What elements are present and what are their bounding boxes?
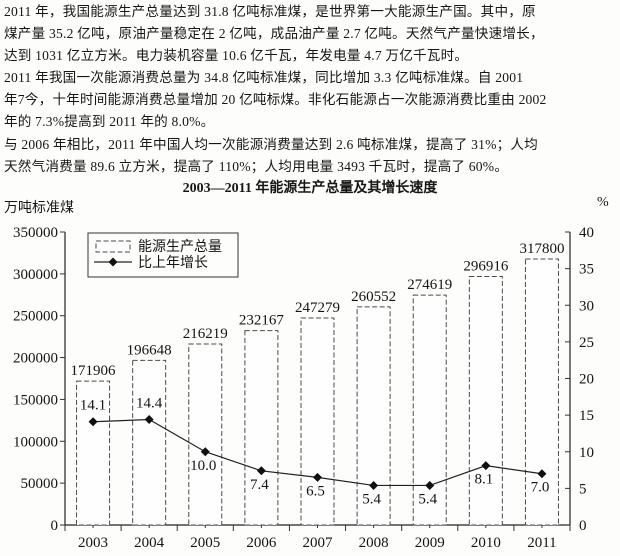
year-label: 2008 bbox=[359, 535, 389, 551]
growth-value-label: 14.1 bbox=[80, 398, 106, 414]
left-axis-tick-label: 100000 bbox=[13, 434, 58, 450]
bar-2010 bbox=[468, 275, 503, 526]
left-axis-tick-label: 50000 bbox=[21, 476, 59, 492]
left-axis-tick-label: 250000 bbox=[13, 309, 58, 325]
growth-value-label: 5.4 bbox=[418, 491, 437, 507]
year-label: 2011 bbox=[527, 535, 556, 551]
growth-marker-2008 bbox=[369, 480, 379, 490]
growth-value-label: 5.4 bbox=[362, 491, 381, 507]
legend bbox=[87, 232, 239, 278]
right-axis-tick-label: 5 bbox=[579, 481, 587, 497]
growth-marker-2006 bbox=[256, 466, 266, 476]
bar-value-label: 232167 bbox=[239, 313, 285, 329]
left-axis-tick-label: 350000 bbox=[13, 225, 58, 241]
bar-value-label: 274619 bbox=[407, 277, 452, 293]
right-axis-tick-label: 35 bbox=[579, 262, 594, 278]
year-label: 2010 bbox=[471, 535, 501, 551]
growth-value-label: 6.5 bbox=[306, 483, 325, 499]
growth-marker-2003 bbox=[88, 417, 98, 427]
left-axis-tick-label: 300000 bbox=[13, 267, 58, 283]
year-label: 2003 bbox=[78, 535, 108, 551]
bar-2007 bbox=[300, 317, 335, 526]
bar-value-label: 296916 bbox=[463, 258, 509, 274]
growth-value-label: 7.0 bbox=[531, 480, 550, 496]
bar-value-label: 260552 bbox=[351, 289, 396, 305]
chart-title: 2003—2011 年能源生产总量及其增长速度 bbox=[182, 181, 438, 196]
growth-value-label: 7.4 bbox=[250, 477, 269, 493]
bar-value-label: 216219 bbox=[183, 326, 228, 342]
growth-value-label: 10.0 bbox=[190, 458, 216, 474]
right-axis-tick-label: 10 bbox=[579, 445, 594, 461]
legend-label-growth: 比上年增长 bbox=[138, 255, 208, 271]
bar-value-label: 247279 bbox=[295, 300, 340, 316]
growth-marker-2009 bbox=[425, 480, 435, 490]
left-axis-tick-label: 0 bbox=[51, 518, 59, 534]
bar-2005 bbox=[188, 343, 223, 526]
legend-bar-swatch bbox=[95, 240, 131, 253]
intro-line-1: 2011 年，我国能源生产总量达到 31.8 亿吨标准煤，是世界第一大能源生产国… bbox=[4, 4, 536, 19]
intro-line-8: 天然气消费量 89.6 立方米，提高了 110%；人均用电量 3493 千瓦时，… bbox=[4, 158, 509, 174]
right-axis-tick-label: 25 bbox=[579, 335, 594, 351]
year-label: 2005 bbox=[190, 535, 220, 551]
legend-diamond-marker bbox=[108, 257, 118, 267]
growth-marker-2010 bbox=[481, 461, 491, 471]
intro-line-5: 年7今，十年时间能源消费总量增加 20 亿吨标煤。非化石能源占一次能源消费比重由… bbox=[4, 92, 547, 108]
intro-line-6: 年的 7.3%提高到 2011 年的 8.0%。 bbox=[4, 114, 215, 130]
right-axis-tick-label: 20 bbox=[579, 372, 594, 388]
left-axis-unit-label: 万吨标准煤 bbox=[4, 201, 74, 216]
right-axis-unit-label: % bbox=[597, 195, 609, 210]
growth-marker-2004 bbox=[144, 415, 154, 425]
bar-value-label: 196648 bbox=[127, 342, 172, 358]
intro-line-4: 2011 年我国一次能源消费总量为 34.8 亿吨标准煤，同比增加 3.3 亿吨… bbox=[4, 70, 524, 86]
legend-label-production: 能源生产总量 bbox=[138, 239, 222, 255]
right-axis-tick-label: 0 bbox=[579, 518, 587, 534]
growth-value-label: 8.1 bbox=[474, 472, 493, 488]
intro-line-3: 达到 1031 亿立方米。电力装机容量 10.6 亿千瓦，年发电量 4.7 万亿… bbox=[4, 48, 469, 64]
intro-line-7: 与 2006 年相比，2011 年中国人均一次能源消费量达到 2.6 吨标准煤，… bbox=[4, 136, 538, 152]
bar-value-label: 171906 bbox=[71, 363, 117, 379]
bar-value-label: 317800 bbox=[519, 241, 564, 257]
year-label: 2006 bbox=[246, 535, 277, 551]
left-axis-tick-label: 150000 bbox=[13, 392, 58, 408]
year-label: 2004 bbox=[134, 535, 165, 551]
bar-2011 bbox=[524, 258, 559, 526]
right-axis-tick-label: 40 bbox=[579, 225, 594, 241]
year-label: 2007 bbox=[303, 535, 334, 551]
bar-2004 bbox=[132, 359, 167, 526]
intro-text: 2011 年，我国能源生产总量达到 31.8 亿吨标准煤，是世界第一大能源生产国… bbox=[4, 1, 618, 178]
bar-2003 bbox=[76, 380, 111, 526]
growth-marker-2011 bbox=[537, 469, 547, 479]
right-axis-tick-label: 30 bbox=[579, 298, 594, 314]
growth-value-label: 14.4 bbox=[136, 396, 163, 412]
growth-marker-2005 bbox=[200, 447, 210, 457]
growth-marker-2007 bbox=[313, 472, 322, 482]
energy-chart: 0 50000 100000 150000 200000 250000 300000 3500… bbox=[13, 225, 594, 551]
year-label: 2009 bbox=[415, 535, 445, 551]
left-axis-tick-label: 200000 bbox=[13, 351, 58, 367]
bar-2006 bbox=[244, 330, 279, 526]
intro-line-2: 煤产量 35.2 亿吨，原油产量稳定在 2 亿吨，成品油产量 2.7 亿吨。天然… bbox=[4, 26, 544, 42]
right-axis-tick-label: 15 bbox=[579, 408, 594, 424]
